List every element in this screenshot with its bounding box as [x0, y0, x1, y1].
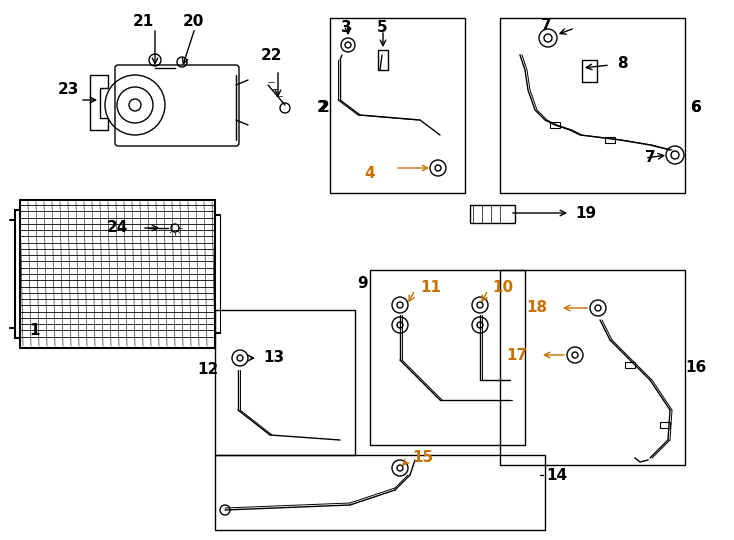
- Bar: [330, 18, 465, 193]
- Bar: [605, 137, 615, 143]
- Text: 16: 16: [686, 361, 707, 375]
- Bar: [500, 270, 685, 465]
- Text: 21: 21: [132, 15, 153, 30]
- Text: 7: 7: [541, 17, 552, 32]
- Bar: [378, 50, 388, 70]
- Text: 12: 12: [197, 362, 219, 377]
- Bar: [370, 270, 525, 445]
- Bar: [215, 455, 545, 530]
- Text: 15: 15: [412, 449, 433, 464]
- Bar: [215, 310, 355, 455]
- Text: 7: 7: [645, 151, 655, 165]
- Text: 6: 6: [691, 100, 702, 116]
- Text: 17: 17: [506, 348, 527, 362]
- Bar: [500, 18, 685, 193]
- Text: 20: 20: [182, 15, 204, 30]
- Bar: [582, 60, 597, 82]
- Text: 6: 6: [691, 100, 702, 116]
- Bar: [550, 122, 560, 128]
- Text: 9: 9: [357, 275, 368, 291]
- FancyBboxPatch shape: [115, 65, 239, 146]
- Text: 2: 2: [316, 100, 327, 116]
- Text: 13: 13: [263, 350, 284, 366]
- Text: 22: 22: [261, 48, 283, 63]
- Text: 1: 1: [30, 323, 40, 338]
- Bar: [625, 362, 635, 368]
- Text: 3: 3: [341, 21, 352, 36]
- Text: 18: 18: [526, 300, 547, 315]
- Text: 14: 14: [546, 468, 567, 483]
- Bar: [660, 422, 670, 428]
- Text: 8: 8: [617, 56, 628, 71]
- Text: 2: 2: [319, 100, 330, 116]
- Text: 4: 4: [364, 165, 375, 180]
- Text: 23: 23: [57, 83, 79, 98]
- Text: 11: 11: [420, 280, 441, 294]
- Text: 24: 24: [106, 219, 128, 234]
- Text: 5: 5: [377, 21, 388, 36]
- Text: 19: 19: [575, 206, 596, 220]
- Text: 10: 10: [492, 280, 513, 294]
